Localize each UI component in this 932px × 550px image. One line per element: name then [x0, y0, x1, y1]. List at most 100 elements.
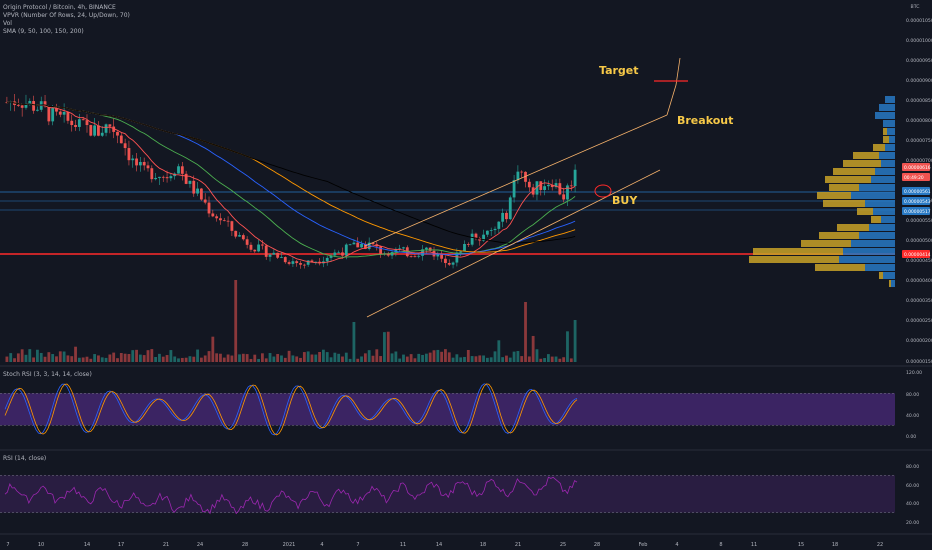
- volume-bar: [257, 358, 260, 362]
- volume-bar: [558, 358, 562, 362]
- volume-bar: [512, 351, 516, 362]
- volume-bar: [9, 353, 13, 362]
- legend-vpvr[interactable]: VPVR (Number Of Rows, 24, Up/Down, 70): [3, 12, 130, 19]
- candle-body: [283, 257, 287, 263]
- vpvr-bar-up: [883, 272, 895, 279]
- candle-body: [527, 181, 531, 188]
- candle-body: [47, 106, 51, 122]
- price-tick-label: 0.00000350: [906, 298, 932, 304]
- sma9-line: [6, 101, 576, 264]
- candle-body: [402, 247, 405, 249]
- candle-body: [211, 213, 215, 217]
- candle-body: [43, 101, 47, 107]
- legend-symbol[interactable]: Origin Protocol / Bitcoin, 4h, BINANCE: [3, 4, 116, 11]
- candle-body: [112, 126, 116, 132]
- candle-body: [188, 180, 192, 184]
- legend-sma[interactable]: SMA (9, 50, 100, 150, 200): [3, 28, 84, 35]
- price-tick-label: 0.00000550: [906, 218, 932, 224]
- volume-bar: [466, 349, 470, 362]
- candle-body: [524, 171, 527, 182]
- candle-body: [432, 250, 436, 257]
- volume-bar: [405, 356, 409, 362]
- price-tick-label: 0.00000700: [906, 158, 932, 164]
- volume-bar: [55, 356, 58, 362]
- volume-bar: [562, 357, 566, 362]
- volume-bar: [440, 351, 444, 362]
- volume-bar: [184, 357, 188, 362]
- volume-bar: [432, 350, 436, 362]
- candle-body: [127, 148, 131, 161]
- candle-body: [501, 212, 505, 222]
- vpvr-bar-up: [879, 152, 895, 159]
- vpvr-bar-down: [843, 160, 881, 167]
- volume-bar: [97, 355, 100, 362]
- volume-bar: [24, 354, 28, 362]
- rsi-legend[interactable]: RSI (14, close): [3, 455, 47, 462]
- price-tick-label: 0.00001000: [906, 38, 932, 44]
- legend-vol[interactable]: Vol: [3, 20, 12, 27]
- rsi-tick-label: 40.00: [906, 501, 919, 507]
- candle-body: [337, 252, 341, 254]
- rsi-line: [4, 476, 578, 515]
- candle-body: [215, 216, 219, 219]
- volume-bar: [28, 349, 32, 362]
- volume-bar: [112, 352, 116, 362]
- channel-upper: [364, 114, 668, 247]
- candle-body: [306, 260, 310, 265]
- candle-body: [516, 171, 520, 181]
- volume-bar: [177, 358, 180, 362]
- candle-body: [409, 256, 413, 258]
- vpvr-bar-down: [819, 232, 859, 239]
- volume-bar: [447, 352, 451, 362]
- x-tick-label: 25: [560, 542, 566, 548]
- candle-body: [546, 184, 550, 187]
- volume-bar: [505, 355, 508, 362]
- volume-bar: [348, 358, 352, 362]
- x-tick-label: Feb: [639, 542, 648, 548]
- candle-body: [249, 244, 253, 250]
- price-tag: [902, 197, 930, 205]
- volume-bar: [398, 358, 402, 362]
- volume-bar: [138, 354, 142, 362]
- candle-body: [74, 125, 77, 127]
- vpvr-bar-down: [833, 168, 875, 175]
- candle-body: [550, 184, 554, 188]
- x-tick-label: 4: [675, 542, 678, 548]
- candle-body: [16, 105, 20, 106]
- vpvr-bar-up: [851, 240, 895, 247]
- volume-bar: [39, 352, 43, 362]
- candle-body: [558, 183, 562, 195]
- volume-bar: [77, 357, 81, 362]
- candle-body: [398, 248, 402, 250]
- volume-bar: [119, 352, 123, 362]
- volume-bar: [272, 356, 276, 362]
- annotation-buy: BUY: [612, 194, 638, 207]
- volume-bar: [360, 356, 363, 362]
- vpvr-bar-up: [851, 192, 895, 199]
- volume-bar: [188, 356, 192, 362]
- candle-body: [463, 243, 466, 252]
- rsi-band: [0, 475, 895, 513]
- x-tick-label: 7: [6, 542, 9, 548]
- volume-bar: [161, 356, 165, 362]
- candle-body: [520, 171, 524, 173]
- candle-body: [291, 261, 295, 264]
- volume-bar: [280, 355, 283, 362]
- volume-bar: [70, 356, 74, 362]
- stoch-legend[interactable]: Stoch RSI (3, 3, 14, 14, close): [3, 371, 92, 378]
- volume-bar: [402, 354, 405, 362]
- candle-body: [363, 243, 367, 249]
- volume-bar: [329, 357, 333, 362]
- candle-body: [226, 220, 230, 222]
- candle-body: [302, 264, 306, 266]
- vpvr-bar-up: [883, 120, 895, 127]
- volume-bar: [566, 331, 569, 362]
- vpvr-bar-up: [871, 176, 895, 183]
- channel-lower: [366, 169, 661, 318]
- candle-body: [344, 244, 348, 256]
- candle-body: [451, 262, 455, 265]
- volume-bar: [352, 322, 356, 362]
- candle-body: [20, 105, 24, 108]
- candle-body: [264, 245, 268, 257]
